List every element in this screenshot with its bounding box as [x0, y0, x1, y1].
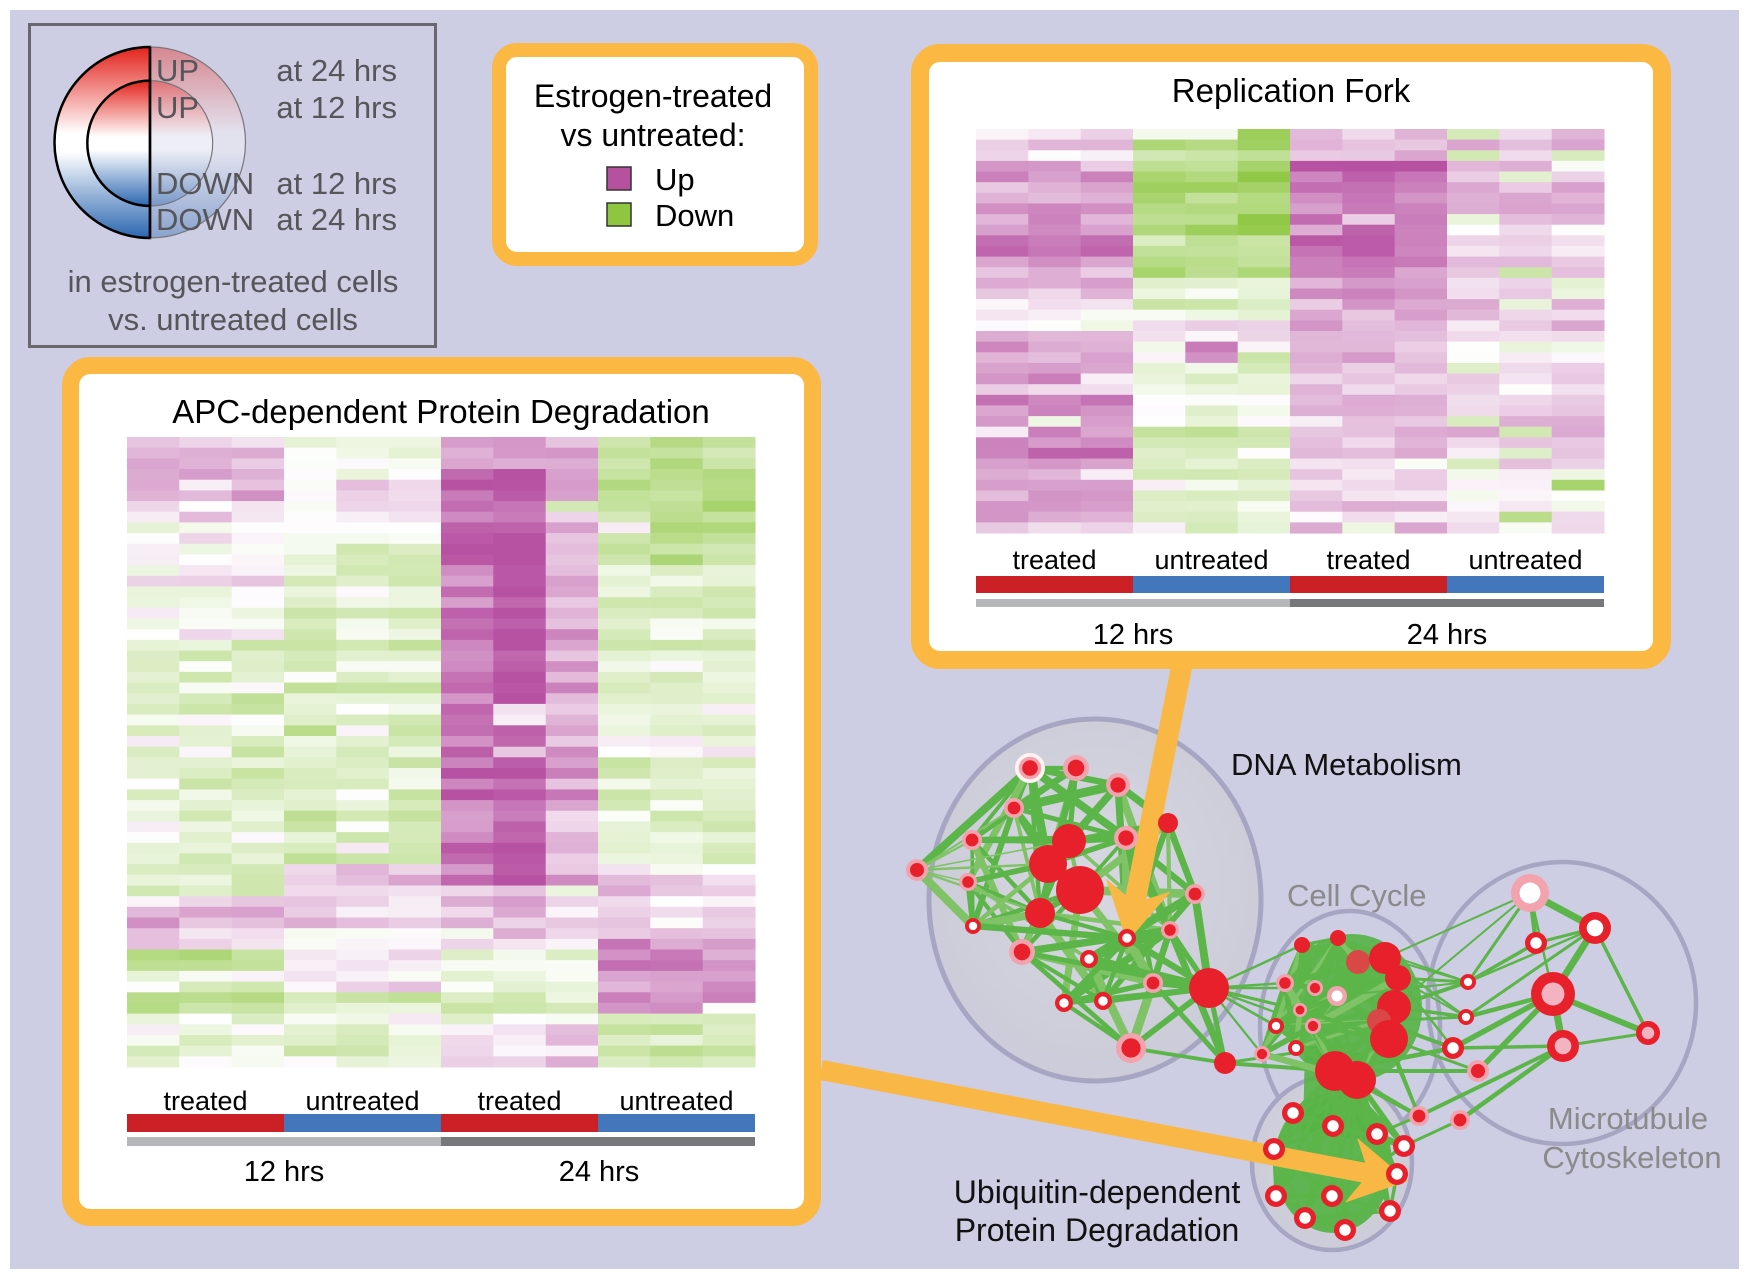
svg-text:at 12 hrs: at 12 hrs	[276, 166, 397, 201]
svg-text:Microtubule: Microtubule	[1548, 1101, 1708, 1136]
svg-text:vs untreated:: vs untreated:	[561, 117, 746, 153]
svg-text:Cell Cycle: Cell Cycle	[1287, 878, 1427, 913]
svg-text:Ubiquitin-dependent: Ubiquitin-dependent	[954, 1174, 1241, 1210]
svg-text:DOWN: DOWN	[156, 166, 254, 201]
svg-text:at 24 hrs: at 24 hrs	[276, 202, 397, 237]
svg-text:24 hrs: 24 hrs	[1407, 619, 1488, 651]
svg-text:24 hrs: 24 hrs	[559, 1156, 640, 1188]
svg-text:vs. untreated cells: vs. untreated cells	[108, 302, 358, 337]
svg-text:UP: UP	[156, 53, 199, 88]
svg-text:Estrogen-treated: Estrogen-treated	[534, 78, 772, 114]
svg-text:Cytoskeleton: Cytoskeleton	[1542, 1140, 1721, 1175]
svg-text:UP: UP	[156, 90, 199, 125]
svg-text:treated: treated	[1012, 545, 1096, 575]
svg-text:untreated: untreated	[619, 1086, 733, 1116]
svg-text:treated: treated	[1326, 545, 1410, 575]
svg-text:untreated: untreated	[305, 1086, 419, 1116]
svg-text:untreated: untreated	[1154, 545, 1268, 575]
svg-text:untreated: untreated	[1468, 545, 1582, 575]
svg-text:Protein Degradation: Protein Degradation	[955, 1212, 1240, 1248]
svg-text:12 hrs: 12 hrs	[244, 1156, 325, 1188]
svg-text:DOWN: DOWN	[156, 202, 254, 237]
svg-text:12 hrs: 12 hrs	[1093, 619, 1174, 651]
svg-text:Down: Down	[655, 198, 734, 233]
svg-text:Up: Up	[655, 162, 695, 197]
svg-text:at 12 hrs: at 12 hrs	[276, 90, 397, 125]
svg-text:DNA Metabolism: DNA Metabolism	[1231, 747, 1462, 782]
svg-text:treated: treated	[477, 1086, 561, 1116]
svg-text:at 24 hrs: at 24 hrs	[276, 53, 397, 88]
svg-text:treated: treated	[163, 1086, 247, 1116]
svg-text:Replication Fork: Replication Fork	[1172, 72, 1411, 109]
svg-text:APC-dependent Protein Degradat: APC-dependent Protein Degradation	[172, 393, 710, 430]
svg-text:in estrogen-treated cells: in estrogen-treated cells	[68, 264, 399, 299]
